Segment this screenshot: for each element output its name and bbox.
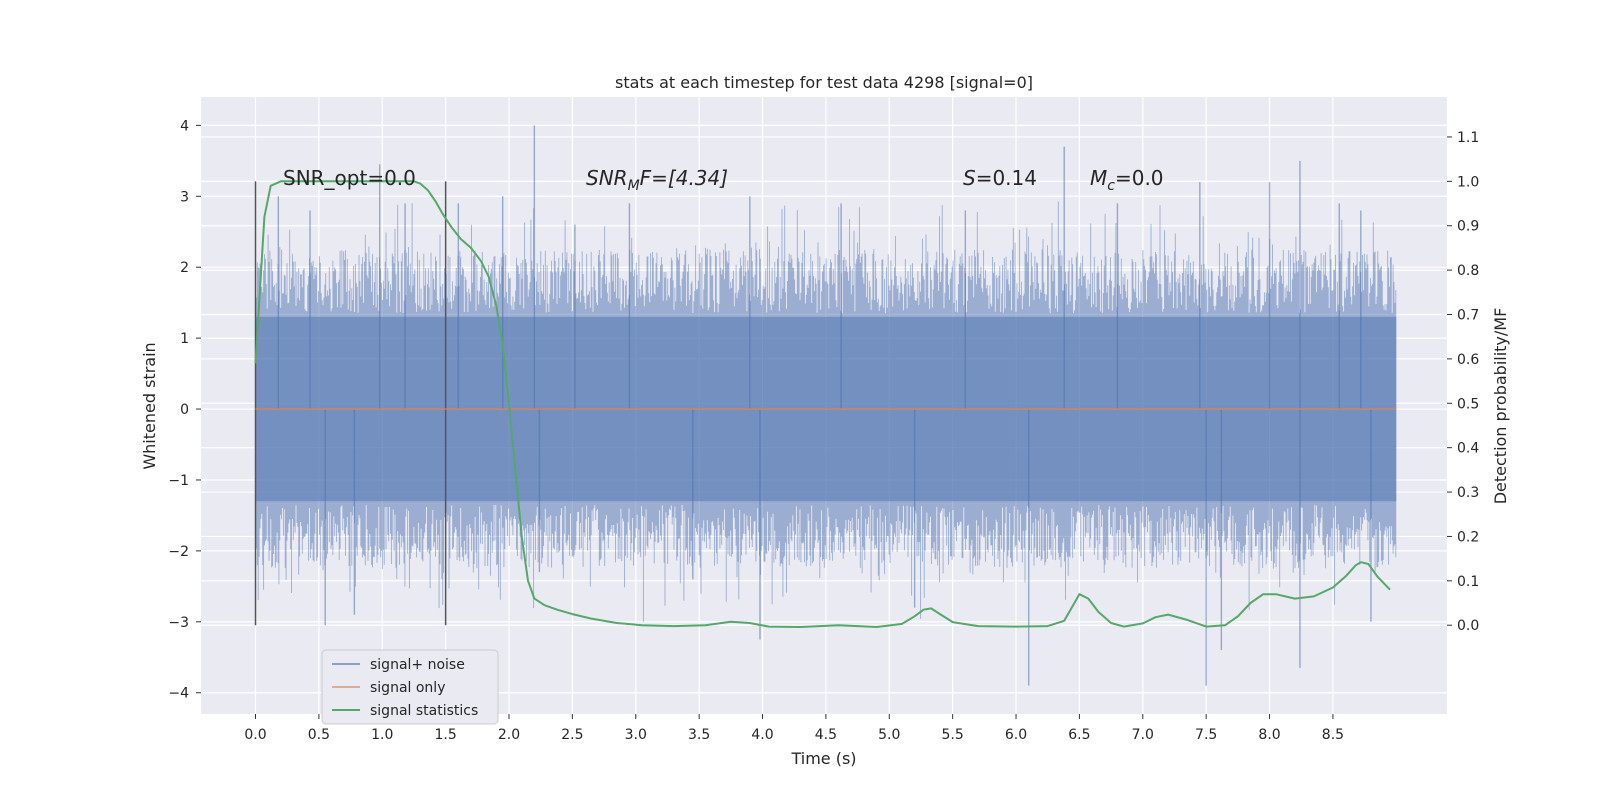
x-tick-label: 6.5 xyxy=(1068,727,1090,743)
x-tick-label: 2.0 xyxy=(498,727,520,743)
x-tick-label: 1.0 xyxy=(371,727,393,743)
axis-ticks: 0.0 0.5 1.0 1.5 2.0 2.5 3.0 3.5 4.0 4.5 5.0 5.5 6.0 6… xyxy=(168,118,1479,743)
y-tick-label-left: 3 xyxy=(180,189,189,205)
y-tick-label-left: 4 xyxy=(180,118,189,134)
x-tick-label: 4.0 xyxy=(751,727,773,743)
x-tick-label: 5.5 xyxy=(942,727,964,743)
y-tick-label-left: −1 xyxy=(168,473,189,489)
y-tick-label-right: 0.5 xyxy=(1457,396,1479,412)
y-tick-label-right: 0.1 xyxy=(1457,574,1479,590)
mc-sub: c xyxy=(1107,178,1115,194)
mc-value: =0.0 xyxy=(1115,166,1164,190)
vertical-markers xyxy=(254,181,447,626)
chart-title: stats at each timestep for test data 429… xyxy=(615,73,1033,92)
y-axis-title-right: Detection probability/MF xyxy=(1491,308,1510,505)
x-tick-label: 8.5 xyxy=(1322,727,1344,743)
x-tick-label: 0.5 xyxy=(308,727,330,743)
y-tick-label-left: 0 xyxy=(180,402,189,418)
legend-label-signal-only: signal only xyxy=(370,680,445,696)
y-tick-label-right: 0.9 xyxy=(1457,219,1479,235)
snr-mf-annotation: SNRMF=[4.34] xyxy=(586,166,728,194)
snr-mf-sub: M xyxy=(628,178,640,194)
y-tick-label-right: 0.3 xyxy=(1457,485,1479,501)
y-tick-label-left: −4 xyxy=(168,686,189,702)
x-tick-label: 4.5 xyxy=(815,727,837,743)
x-tick-label: 0.0 xyxy=(244,727,266,743)
y-tick-label-right: 0.0 xyxy=(1457,618,1479,634)
legend-label-signal-statistics: signal statistics xyxy=(370,703,478,719)
y-tick-label-left: −3 xyxy=(168,615,189,631)
signal-statistics-line xyxy=(254,180,1391,628)
legend-box xyxy=(321,649,499,725)
signal-statistics-series xyxy=(254,180,1391,628)
x-tick-label: 7.0 xyxy=(1132,727,1154,743)
legend: signal+ noise signal only signal statist… xyxy=(321,649,499,725)
s-annotation: S=0.14 xyxy=(963,166,1037,190)
y-tick-label-right: 0.6 xyxy=(1457,352,1479,368)
x-tick-label: 5.0 xyxy=(878,727,900,743)
y-tick-label-right: 1.0 xyxy=(1457,174,1479,190)
mc-annotation: Mc=0.0 xyxy=(1090,166,1164,194)
snr-opt-annotation: SNR_opt=0.0 xyxy=(283,166,416,190)
mc-var: M xyxy=(1090,166,1107,190)
y-tick-label-left: 1 xyxy=(180,331,189,347)
x-tick-label: 2.5 xyxy=(561,727,583,743)
y-tick-label-right: 0.2 xyxy=(1457,529,1479,545)
x-axis-title: Time (s) xyxy=(790,749,856,768)
snr-mf-f: F=[4.34] xyxy=(640,166,728,190)
y-tick-label-right: 0.7 xyxy=(1457,308,1479,324)
x-tick-label: 6.0 xyxy=(1005,727,1027,743)
y-tick-label-right: 0.8 xyxy=(1457,263,1479,279)
x-tick-label: 3.5 xyxy=(688,727,710,743)
s-var: S xyxy=(963,166,976,190)
x-tick-label: 3.0 xyxy=(625,727,647,743)
y-tick-label-left: 2 xyxy=(180,260,189,276)
y-axis-title-left: Whitened strain xyxy=(140,342,159,469)
snr-mf-main: SNR xyxy=(586,166,628,190)
legend-label-signal-noise: signal+ noise xyxy=(370,657,465,673)
y-tick-label-right: 0.4 xyxy=(1457,441,1479,457)
s-value: =0.14 xyxy=(976,166,1037,190)
x-tick-label: 1.5 xyxy=(435,727,457,743)
y-tick-label-right: 1.1 xyxy=(1457,130,1479,146)
x-tick-label: 8.0 xyxy=(1258,727,1280,743)
y-tick-label-left: −2 xyxy=(168,544,189,560)
x-tick-label: 7.5 xyxy=(1195,727,1217,743)
